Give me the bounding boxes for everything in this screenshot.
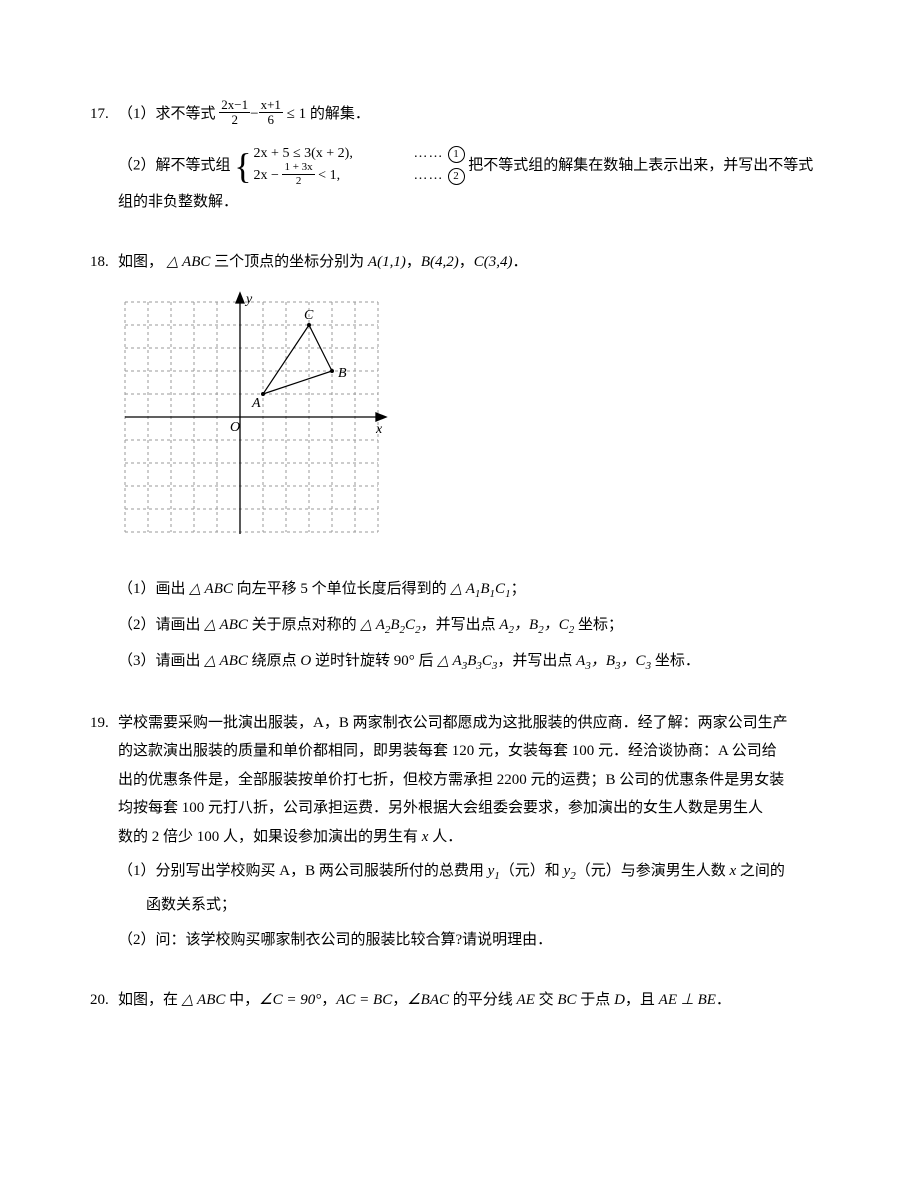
fraction: 2x−12 bbox=[219, 98, 250, 128]
text: ≤ 1 bbox=[283, 106, 310, 122]
x-axis-label: x bbox=[375, 422, 383, 437]
problem-number: 19. bbox=[90, 709, 118, 738]
equation-system: { 2x + 5 ≤ 3(x + 2), …… 1 2x − 1 + 3x2 <… bbox=[234, 144, 464, 188]
sub-item-1: （1）画出 △ ABC 向左平移 5 个单位长度后得到的 △ A1B1C1； bbox=[90, 575, 850, 605]
text: 的解集． bbox=[310, 106, 370, 122]
text-line: 学校需要采购一批演出服装，A，B 两家制衣公司都愿成为这批服装的供应商．经了解：… bbox=[118, 709, 850, 738]
fraction: x+16 bbox=[259, 98, 283, 128]
triangle-abc bbox=[263, 325, 332, 394]
problem-number: 18. bbox=[90, 248, 118, 277]
dots: …… bbox=[414, 163, 444, 190]
problem-17: 17. （1）求不等式 2x−12−x+16 ≤ 1 的解集． （2）解不等式组… bbox=[90, 100, 850, 216]
problem-20: 20. 如图，在 △ ABC 中，∠C = 90°，AC = BC，∠BAC 的… bbox=[90, 986, 850, 1015]
origin-label: O bbox=[230, 420, 240, 435]
problem-number: 20. bbox=[90, 986, 118, 1015]
problem-body: 学校需要采购一批演出服装，A，B 两家制衣公司都愿成为这批服装的供应商．经了解：… bbox=[118, 709, 850, 852]
text-line: 出的优惠条件是，全部服装按单价打七折，但校方需承担 2200 元的运费；B 公司… bbox=[118, 766, 850, 795]
problem-19: 19. 学校需要采购一批演出服装，A，B 两家制衣公司都愿成为这批服装的供应商．… bbox=[90, 709, 850, 954]
problem-body: 如图， △ ABC 三个顶点的坐标分别为 A(1,1)，B(4,2)，C(3,4… bbox=[118, 248, 850, 277]
point-label-c: C bbox=[304, 308, 314, 323]
text: 组的非负整数解． bbox=[118, 194, 238, 210]
text-line: 数的 2 倍少 100 人，如果设参加演出的男生有 x 人． bbox=[118, 823, 850, 852]
text: （1）求不等式 bbox=[118, 106, 219, 122]
coordinate-graph: O x y A B C bbox=[118, 289, 850, 558]
sub-item-2: （2）问：该学校购买哪家制衣公司的服装比较合算?请说明理由． bbox=[90, 926, 850, 955]
sub-item-2: （2）请画出 △ ABC 关于原点对称的 △ A2B2C2，并写出点 A2，B2… bbox=[90, 611, 850, 641]
text: 把不等式组的解集在数轴上表示出来，并写出不等式 bbox=[468, 157, 813, 173]
problem-body: （1）求不等式 2x−12−x+16 ≤ 1 的解集． bbox=[118, 100, 850, 130]
sub-part-2: （2）解不等式组 { 2x + 5 ≤ 3(x + 2), …… 1 2x − … bbox=[90, 144, 850, 188]
text-line: 的这款演出服装的质量和单价都相同，即男装每套 120 元，女装每套 100 元．… bbox=[118, 737, 850, 766]
sub-item-3: （3）请画出 △ ABC 绕原点 O 逆时针旋转 90° 后 △ A3B3C3，… bbox=[90, 647, 850, 677]
text: （2）解不等式组 bbox=[118, 157, 234, 173]
point-label-a: A bbox=[251, 396, 261, 411]
circled-number-icon: 2 bbox=[448, 168, 465, 185]
problem-number: 17. bbox=[90, 100, 118, 129]
problem-18: 18. 如图， △ ABC 三个顶点的坐标分别为 A(1,1)，B(4,2)，C… bbox=[90, 248, 850, 677]
minus: − bbox=[250, 106, 258, 122]
point-label-b: B bbox=[338, 366, 347, 381]
continuation-line: 组的非负整数解． bbox=[90, 188, 850, 217]
problem-body: 如图，在 △ ABC 中，∠C = 90°，AC = BC，∠BAC 的平分线 … bbox=[118, 986, 850, 1015]
circled-number-icon: 1 bbox=[448, 146, 465, 163]
sub-item-1: （1）分别写出学校购买 A，B 两公司服装所付的总费用 y1（元）和 y2（元）… bbox=[90, 857, 850, 887]
text-line: 均按每套 100 元打八折，公司承担运费．另外根据大会组委会要求，参加演出的女生… bbox=[118, 794, 850, 823]
graph-svg: O x y A B C bbox=[118, 289, 388, 547]
equation-row: 2x − 1 + 3x2 < 1, bbox=[254, 163, 404, 190]
continuation-line: 函数关系式； bbox=[90, 891, 850, 920]
y-axis-label: y bbox=[244, 292, 253, 307]
left-brace-icon: { bbox=[234, 148, 251, 184]
